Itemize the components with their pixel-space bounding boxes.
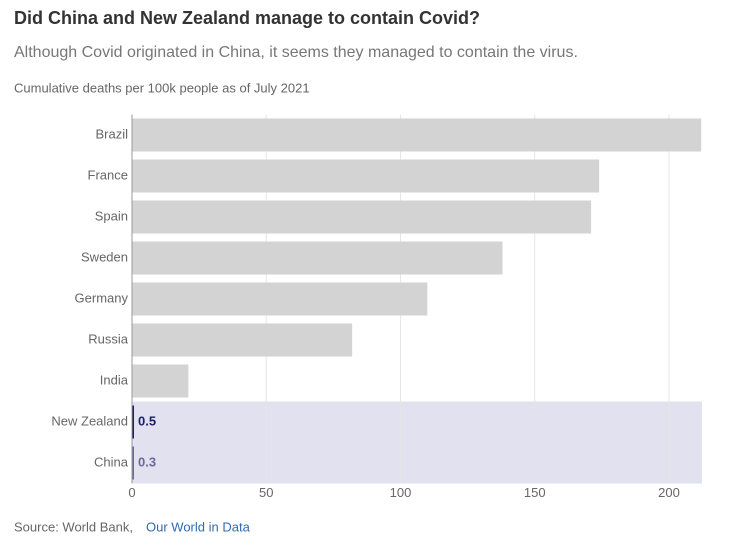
y-tick-label: New Zealand (51, 413, 128, 428)
y-tick-label: Brazil (95, 126, 128, 141)
x-tick-label: 100 (390, 485, 412, 500)
bar (132, 323, 353, 357)
highlight-band (132, 401, 702, 443)
x-tick-label: 150 (524, 485, 546, 500)
y-tick-label: Spain (95, 208, 128, 223)
x-tick-label: 0 (128, 485, 135, 500)
y-tick-label: Russia (88, 331, 129, 346)
y-tick-label: France (88, 167, 128, 182)
bar (132, 446, 134, 480)
x-tick-label: 200 (658, 485, 680, 500)
data-label: 0.3 (138, 454, 156, 469)
bar (132, 241, 503, 275)
bar (132, 118, 702, 152)
bar (132, 405, 134, 439)
source-link[interactable]: Our World in Data (146, 519, 251, 534)
bar (132, 364, 189, 398)
bar (132, 159, 600, 193)
bar (132, 282, 428, 316)
source: Source: World Bank, (14, 519, 133, 534)
chart-subtitle: Although Covid originated in China, it s… (14, 44, 578, 61)
y-tick-label: India (100, 372, 129, 387)
y-tick-label: China (94, 454, 129, 469)
bar (132, 200, 592, 234)
y-tick-label: Sweden (81, 249, 128, 264)
y-tick-label: Germany (75, 290, 129, 305)
chart-title: Did China and New Zealand manage to cont… (14, 8, 480, 28)
highlight-band (132, 442, 702, 484)
axis-label: Cumulative deaths per 100k people as of … (14, 80, 310, 95)
x-tick-label: 50 (259, 485, 273, 500)
data-label: 0.5 (138, 413, 156, 428)
